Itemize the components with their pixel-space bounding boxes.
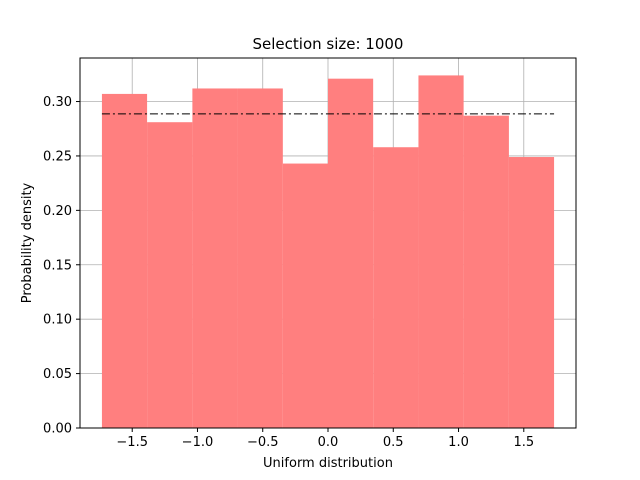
y-tick-label: 0.25 bbox=[43, 149, 72, 164]
histogram-bar bbox=[282, 163, 328, 428]
chart-title: Selection size: 1000 bbox=[253, 35, 404, 53]
histogram-bars bbox=[101, 75, 555, 429]
histogram-bar bbox=[508, 157, 555, 428]
histogram-bar bbox=[418, 75, 464, 428]
histogram-bar bbox=[373, 147, 419, 428]
y-tick-label: 0.15 bbox=[43, 258, 72, 273]
x-tick-label: −0.5 bbox=[247, 435, 279, 450]
histogram-bar bbox=[237, 88, 283, 429]
histogram-bar bbox=[101, 93, 148, 428]
x-tick-label: 0.0 bbox=[318, 435, 339, 450]
x-axis-label: Uniform distribution bbox=[263, 456, 393, 471]
y-tick-label: 0.10 bbox=[43, 313, 72, 328]
y-tick-label: 0.20 bbox=[43, 204, 72, 219]
x-tick-label: −1.5 bbox=[116, 435, 148, 450]
x-axis-ticks: −1.5 −1.0 −0.5 0.0 0.5 1.0 1.5 bbox=[116, 428, 534, 450]
x-tick-label: 1.5 bbox=[513, 435, 534, 450]
histogram-bar bbox=[192, 88, 238, 429]
y-tick-label: 0.05 bbox=[43, 367, 72, 382]
x-tick-label: 1.0 bbox=[448, 435, 469, 450]
y-tick-label: 0.30 bbox=[43, 95, 72, 110]
x-tick-label: 0.5 bbox=[383, 435, 404, 450]
histogram-bar bbox=[463, 115, 509, 429]
x-tick-label: −1.0 bbox=[182, 435, 214, 450]
histogram-bar bbox=[147, 122, 193, 429]
y-axis-ticks: 0.00 0.05 0.10 0.15 0.20 0.25 0.30 bbox=[43, 95, 80, 437]
y-axis-label: Probability density bbox=[20, 182, 35, 303]
histogram-bar bbox=[328, 78, 374, 429]
y-tick-label: 0.00 bbox=[43, 422, 72, 437]
